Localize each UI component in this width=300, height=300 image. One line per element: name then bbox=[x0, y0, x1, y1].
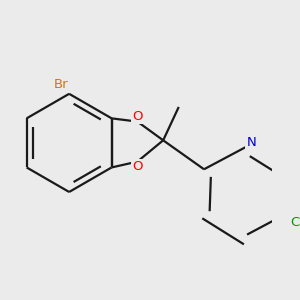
Text: Cl: Cl bbox=[290, 216, 300, 229]
Text: Br: Br bbox=[54, 78, 69, 91]
Text: N: N bbox=[246, 136, 256, 149]
Text: O: O bbox=[132, 160, 143, 173]
Text: O: O bbox=[132, 110, 143, 123]
